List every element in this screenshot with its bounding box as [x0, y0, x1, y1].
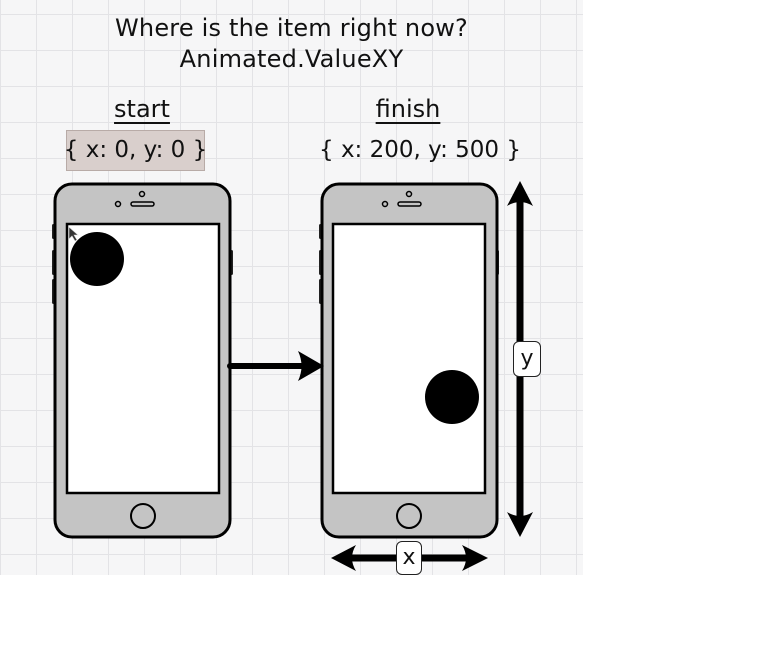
start-coord-text: { x: 0, y: 0 }: [63, 137, 208, 163]
finish-label: finish: [375, 95, 441, 123]
mouse-cursor-icon: [68, 226, 79, 242]
y-axis-tag: y: [513, 341, 541, 377]
title-question: Where is the item right now?: [115, 14, 468, 42]
start-ball: [70, 232, 124, 286]
finish-coord-text: { x: 200, y: 500 }: [319, 137, 521, 163]
finish-ball: [425, 370, 479, 424]
x-axis-tag: x: [396, 541, 422, 575]
title-api-name: Animated.ValueXY: [179, 45, 404, 73]
start-phone: [52, 182, 233, 539]
finish-phone: [319, 182, 499, 539]
diagram-artwork: [52, 181, 533, 571]
start-coord-highlight[interactable]: [66, 130, 205, 171]
transition-arrow: [227, 351, 324, 381]
start-label: start: [114, 95, 170, 123]
whiteboard-canvas: Where is the item right now? Animated.Va…: [0, 0, 583, 575]
